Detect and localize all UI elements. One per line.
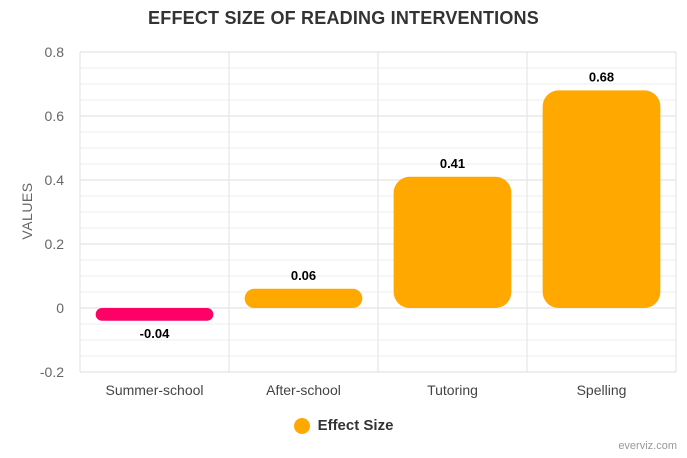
legend-swatch-effect-size xyxy=(293,417,310,434)
category-label: Summer-school xyxy=(105,382,203,398)
y-tick-label: 0 xyxy=(56,300,64,316)
y-tick-label: 0.6 xyxy=(45,108,65,124)
category-label: After-school xyxy=(266,382,341,398)
credit-text[interactable]: everviz.com xyxy=(618,440,677,452)
bar-summer-school[interactable] xyxy=(95,308,214,321)
y-tick-label: 0.8 xyxy=(45,44,65,60)
value-label: 0.68 xyxy=(589,69,614,84)
y-tick-label: 0.2 xyxy=(45,236,65,252)
bar-after-school[interactable] xyxy=(244,288,363,308)
y-tick-labels: -0.2 0 0.2 0.4 0.6 0.8 xyxy=(40,44,64,380)
category-label: Tutoring xyxy=(427,382,478,398)
value-label: 0.41 xyxy=(440,156,465,171)
bars xyxy=(95,90,661,321)
bar-tutoring[interactable] xyxy=(393,176,512,308)
y-tick-label: -0.2 xyxy=(40,364,64,380)
y-tick-label: 0.4 xyxy=(45,172,65,188)
value-label: -0.04 xyxy=(140,326,170,341)
value-labels: -0.04 0.06 0.41 0.68 xyxy=(140,69,614,340)
legend-label-effect-size: Effect Size xyxy=(317,417,394,434)
legend[interactable]: Effect Size xyxy=(0,417,687,434)
category-label: Spelling xyxy=(577,382,627,398)
value-label: 0.06 xyxy=(291,268,316,283)
chart-title: EFFECT SIZE OF READING INTERVENTIONS xyxy=(148,8,539,28)
category-labels: Summer-school After-school Tutoring Spellin… xyxy=(105,382,626,398)
bar-spelling[interactable] xyxy=(542,90,661,309)
